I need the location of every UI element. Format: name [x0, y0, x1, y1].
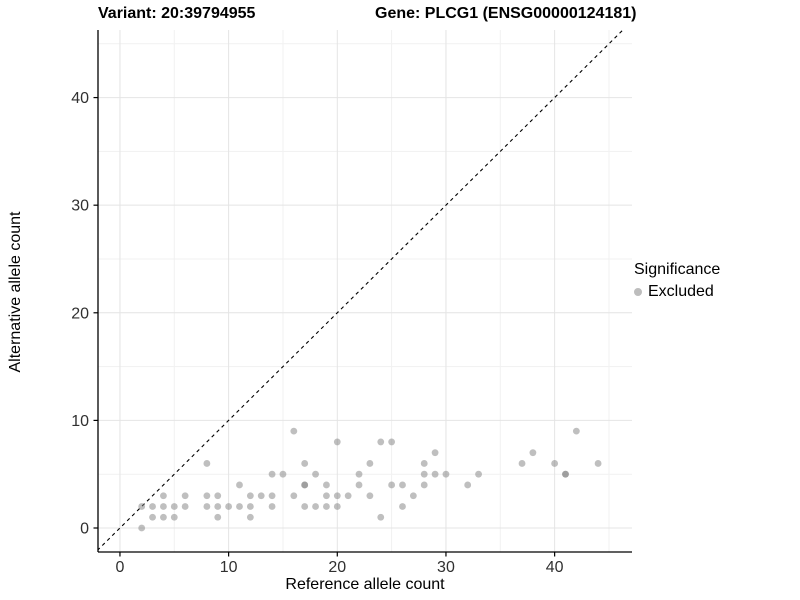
- scatter-point: [366, 492, 374, 500]
- scatter-point: [138, 503, 146, 510]
- scatter-point: [268, 492, 276, 500]
- scatter-point: [562, 470, 569, 478]
- scatter-point: [214, 492, 222, 500]
- scatter-point: [551, 460, 559, 467]
- scatter-point: [246, 513, 254, 521]
- scatter-point: [160, 503, 167, 510]
- scatter-point: [312, 503, 319, 510]
- scatter-point: [181, 503, 189, 510]
- scatter-point: [236, 481, 243, 489]
- scatter-point: [399, 481, 406, 489]
- scatter-point: [377, 513, 385, 521]
- scatter-point: [333, 503, 341, 510]
- y-axis-title: Alternative allele count: [7, 211, 24, 373]
- scatter-point: [225, 503, 233, 510]
- scatter-point: [594, 460, 602, 467]
- scatter-point: [344, 492, 352, 500]
- y-tick-label: 20: [71, 305, 89, 322]
- x-tick-label: 40: [546, 559, 564, 576]
- scatter-point: [214, 513, 222, 521]
- y-tick-label: 40: [71, 90, 89, 107]
- scatter-point: [203, 460, 211, 467]
- scatter-point: [464, 481, 472, 489]
- x-tick-label: 30: [437, 559, 455, 576]
- variant-title: Variant: 20:39794955: [98, 5, 256, 22]
- scatter-point: [431, 449, 439, 457]
- scatter-point: [529, 449, 537, 457]
- scatter-point: [160, 513, 167, 521]
- scatter-point: [149, 513, 156, 521]
- scatter-point: [333, 438, 341, 446]
- scatter-point: [301, 503, 309, 510]
- scatter-point: [333, 492, 341, 500]
- scatter-point: [442, 470, 450, 478]
- scatter-point: [420, 470, 428, 478]
- scatter-point: [236, 503, 243, 510]
- legend: Significance Excluded: [634, 261, 798, 301]
- scatter-point: [323, 503, 330, 510]
- scatter-point: [572, 427, 580, 435]
- legend-title: Significance: [634, 261, 721, 278]
- scatter-point: [420, 460, 428, 467]
- identity-line: [98, 30, 624, 551]
- scatter-point: [518, 460, 526, 467]
- scatter-point: [138, 524, 146, 532]
- x-tick-label: 0: [115, 559, 124, 576]
- x-tick-label: 20: [328, 559, 346, 576]
- scatter-point: [203, 492, 211, 500]
- scatter-point: [399, 503, 406, 510]
- scatter-point: [181, 492, 189, 500]
- scatter-point: [203, 503, 211, 510]
- scatter-point: [475, 470, 482, 478]
- scatter-point: [377, 438, 385, 446]
- scatter-point: [268, 503, 276, 510]
- scatter-point: [431, 470, 439, 478]
- scatter-point: [388, 438, 396, 446]
- scatter-point: [409, 492, 417, 500]
- scatter-point: [246, 503, 254, 510]
- scatter-points: [138, 427, 602, 532]
- scatter-point: [214, 503, 222, 510]
- scatter-point: [160, 492, 167, 500]
- scatter-point: [290, 427, 298, 435]
- legend-item-excluded: Excluded: [634, 283, 798, 301]
- scatter-point: [170, 503, 178, 510]
- scatter-point: [290, 492, 298, 500]
- scatter-point: [323, 481, 330, 489]
- scatter-point: [149, 503, 156, 510]
- scatter-point: [268, 470, 276, 478]
- gene-title: Gene: PLCG1 (ENSG00000124181): [375, 5, 637, 22]
- legend-item-label: Excluded: [648, 283, 714, 300]
- scatter-point: [301, 460, 309, 467]
- scatter-point: [420, 481, 428, 489]
- scatter-point: [355, 481, 363, 489]
- scatter-point: [279, 470, 287, 478]
- scatter-point: [170, 513, 178, 521]
- scatter-point: [366, 460, 374, 467]
- scatter-point: [388, 481, 396, 489]
- y-tick-label: 30: [71, 198, 89, 215]
- scatter-point: [355, 470, 363, 478]
- scatter-point: [301, 481, 309, 489]
- y-tick-label: 10: [71, 413, 89, 430]
- scatter-point: [257, 492, 265, 500]
- scatter-point: [312, 470, 319, 478]
- scatter-point: [323, 492, 330, 500]
- y-tick-label: 0: [80, 521, 89, 538]
- x-axis-title: Reference allele count: [285, 576, 445, 593]
- x-tick-label: 10: [220, 559, 238, 576]
- scatter-point: [246, 492, 254, 500]
- legend-point-icon: [634, 288, 642, 296]
